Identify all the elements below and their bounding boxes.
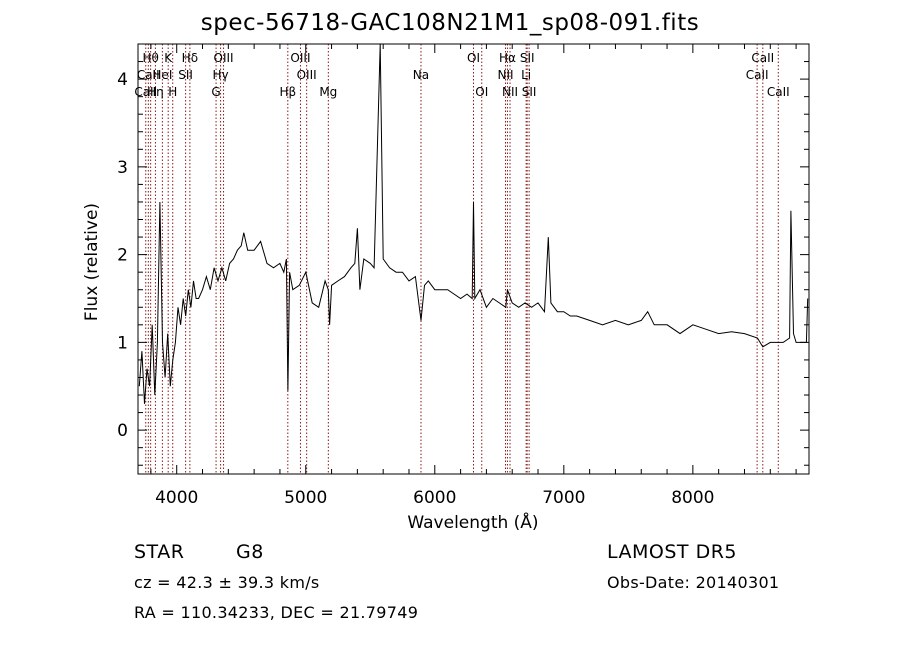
line-marker-label: CaII (751, 51, 774, 65)
y-tick-label: 2 (117, 246, 128, 266)
survey-name: LAMOST DR5 (607, 541, 737, 563)
line-marker-label: Hβ (279, 85, 296, 99)
line-marker-label: Hδ (182, 51, 198, 65)
line-marker-label: CaII (767, 85, 790, 99)
line-marker-label: OIII (290, 51, 310, 65)
coordinates: RA = 110.34233, DEC = 21.79749 (134, 603, 419, 622)
object-class: STAR (134, 541, 185, 563)
y-tick-label: 3 (117, 158, 128, 178)
y-tick-label: 4 (117, 70, 128, 90)
line-marker-label: NII (502, 85, 518, 99)
line-marker-label: OIII (297, 68, 317, 82)
x-tick-label: 6000 (413, 488, 456, 508)
y-axis-label: Flux (relative) (82, 203, 102, 321)
line-marker-label: SII (178, 68, 193, 82)
plot-frame (137, 43, 810, 475)
x-axis-label: Wavelength (Å) (407, 511, 538, 533)
x-tick-label: 7000 (542, 488, 585, 508)
line-marker-label: CaII (134, 85, 157, 99)
chart-title: spec-56718-GAC108N21M1_sp08-091.fits (200, 10, 700, 36)
line-marker-label: Hθ (142, 51, 158, 65)
object-subclass: G8 (236, 541, 264, 563)
y-tick-label: 1 (117, 333, 128, 353)
line-marker-label: SII (520, 51, 535, 65)
line-marker-label: Hγ (213, 68, 229, 82)
observation-date: Obs-Date: 20140301 (607, 573, 780, 592)
line-marker-label: Hα (499, 51, 516, 65)
line-marker-label: H (168, 85, 177, 99)
y-tick-label: 0 (117, 421, 128, 441)
x-tick-label: 8000 (671, 488, 714, 508)
line-marker-label: Mg (319, 85, 337, 99)
redshift-value: cz = 42.3 ± 39.3 km/s (134, 573, 320, 592)
x-axis: 4000 5000 6000 7000 8000 (150, 44, 797, 508)
line-marker-label: Li (521, 68, 531, 82)
line-marker-label: SII (522, 85, 537, 99)
x-tick-label: 5000 (284, 488, 327, 508)
spectrum-series-line (138, 43, 809, 404)
line-markers (145, 44, 779, 474)
line-marker-label: OIII (214, 51, 234, 65)
line-marker-label: Na (413, 68, 429, 82)
line-marker-label: OI (475, 85, 488, 99)
line-marker-label: OI (467, 51, 480, 65)
line-marker-label: K (164, 51, 173, 65)
line-marker-label: CaII (137, 68, 160, 82)
line-marker-label: NII (497, 68, 513, 82)
line-marker-label: Hη (147, 85, 164, 99)
line-marker-label: CaII (746, 68, 769, 82)
line-marker-label: G (211, 85, 220, 99)
x-tick-label: 4000 (155, 488, 198, 508)
line-marker-label: HeI (152, 68, 172, 82)
y-axis: 0 1 2 3 4 (117, 61, 809, 466)
